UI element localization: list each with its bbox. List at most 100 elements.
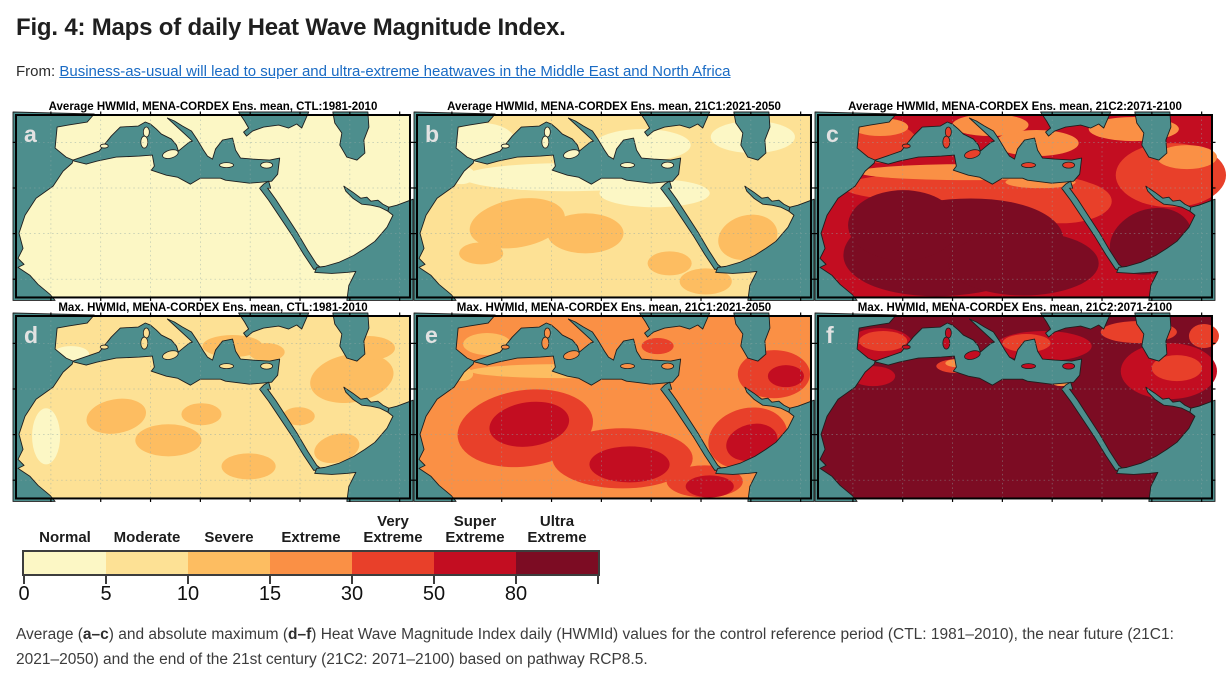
legend-swatch-extreme [270,551,352,574]
hwmid-patch [767,365,804,388]
caspian-sea [332,111,370,161]
legend-label-extreme: Extreme [281,529,341,547]
panel-letter: d [24,323,38,349]
caspian-sea [733,312,771,363]
island [1062,363,1076,370]
panel-e: Max. HWMId, MENA-CORDEX Ens. mean, 21C1:… [413,302,815,503]
black-sea [238,312,310,338]
graticule [16,316,410,499]
legend-swatch-moderate [106,551,188,574]
hwmid-patch [135,424,202,457]
hwmid-patch [221,453,276,480]
hwmid-patch [463,333,512,356]
island [500,143,510,149]
island [964,350,981,361]
island [620,363,635,370]
panel-d: Max. HWMId, MENA-CORDEX Ens. mean, CTL:1… [12,302,414,503]
legend-label-ultra_extreme: Ultra Extreme [527,512,587,547]
island [944,126,952,138]
hwmid-patch [718,214,778,260]
hwmid-patch [859,331,908,352]
island [964,149,981,159]
legend-tick-label: 10 [176,582,200,605]
island [661,161,675,169]
panel-letter: c [826,121,839,147]
legend-tick [597,575,599,584]
graticule [417,316,811,499]
island [901,143,911,149]
black-sea [639,312,711,338]
atlantic-ocean [413,312,496,503]
hwmid-patch [282,407,315,426]
island [1021,162,1036,169]
map-frame [15,113,411,299]
panel-title-f: Max. HWMId, MENA-CORDEX Ens. mean, 21C2:… [857,302,1173,315]
map-frame [817,315,1213,500]
island [1062,161,1076,169]
source-link[interactable]: Business-as-usual will lead to super and… [59,63,731,80]
panel-a: Average HWMId, MENA-CORDEX Ens. mean, CT… [12,101,414,301]
hwmid-patch [848,190,959,261]
legend-label-normal: Normal [39,529,91,547]
panel-b: Average HWMId, MENA-CORDEX Ens. mean, 21… [413,101,815,301]
graticule [818,115,1212,298]
caspian-sea [1134,111,1172,161]
island [543,328,551,339]
island [162,149,179,159]
caption-text: ) and absolute maximum ( [108,625,288,643]
source-line: From: Business-as-usual will lead to sup… [16,63,1212,80]
island [142,328,150,339]
hwmid-patch [679,268,732,295]
hwmid-patch [948,231,1099,296]
legend-label-severe: Severe [204,529,254,547]
panel-letter: e [425,323,438,349]
atlantic-ocean [413,111,496,301]
island [541,135,550,149]
legend-tick-label: 0 [18,582,30,605]
hwmid-patch [1188,324,1220,349]
legend-tick-label: 80 [504,582,528,605]
legend-tick-label: 50 [422,582,446,605]
island [944,328,952,339]
map-panel-c: c [814,111,1227,301]
legend-label-super_extreme: Super Extreme [445,512,505,547]
panel-title-b: Average HWMId, MENA-CORDEX Ens. mean, 21… [447,101,781,113]
legend-tick [433,575,435,584]
panel-c: Average HWMId, MENA-CORDEX Ens. mean, 21… [814,101,1227,301]
graticule [417,115,811,298]
island [543,126,551,138]
hwmid-patch [589,446,670,483]
hwmid-patch [599,179,710,208]
black-sea [238,111,310,137]
hwmid-patch [685,475,734,498]
atlantic-ocean [814,111,897,301]
map-panel-f: f [814,312,1220,503]
legend-tick [351,575,353,584]
map-grid: Average HWMId, MENA-CORDEX Ens. mean, CT… [12,101,1227,503]
legend-tick [515,575,517,584]
legend-labels: Normal Moderate Severe Extreme Very Extreme S… [22,513,622,550]
caption-text: ) Heat Wave Magnitude Index daily (HWMId… [16,625,1174,669]
island [661,363,675,370]
island [142,126,150,138]
hwmid-patch [994,130,1079,157]
island [260,363,274,370]
legend-tick [105,575,107,584]
graticule [16,115,410,298]
hwmid-patch [86,399,147,435]
hwmid-patch [647,251,692,276]
island [260,161,274,169]
island [563,350,580,361]
island [620,162,635,169]
map-panel-b: b [413,111,815,301]
island [500,345,510,350]
legend-tick-label: 5 [100,582,112,605]
from-label: From: [16,63,60,80]
hwmid-patch [1151,355,1202,382]
atlantic-ocean [814,312,897,503]
hwmid-patch [314,433,360,464]
panel-title-c: Average HWMId, MENA-CORDEX Ens. mean, 21… [848,101,1182,113]
island [162,350,179,361]
legend-tick [23,575,25,584]
island [140,337,149,350]
